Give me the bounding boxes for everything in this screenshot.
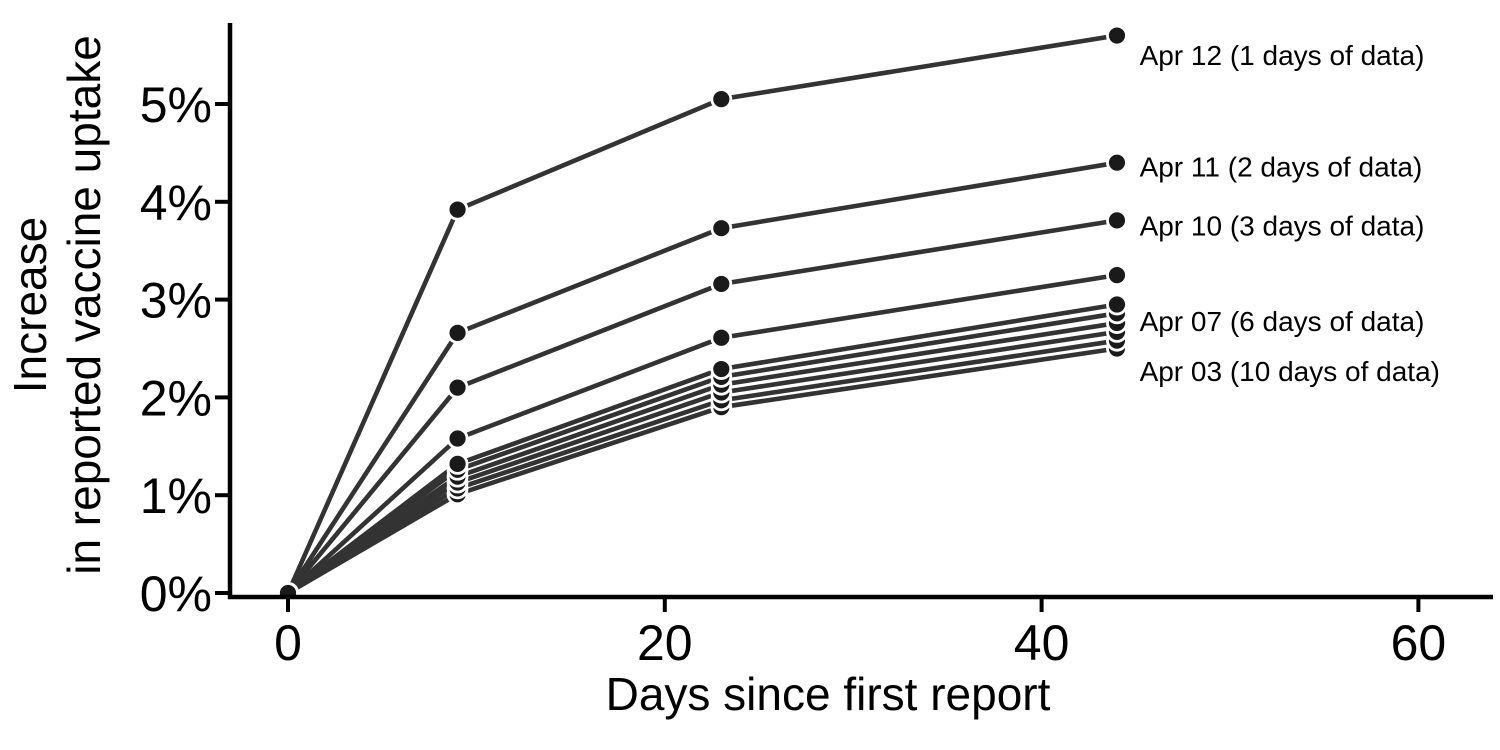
series-line-apr-11 xyxy=(286,160,1118,595)
y-tick-label: 3% xyxy=(140,273,212,329)
y-axis-title-line1: Increase xyxy=(4,217,56,393)
y-tick-label: 2% xyxy=(140,370,212,426)
data-point-apr-09 xyxy=(1106,264,1128,287)
series-line-apr-08 xyxy=(286,302,1118,595)
series-annotation: Apr 11 (2 days of data) xyxy=(1140,152,1423,183)
y-tick-label: 1% xyxy=(140,468,212,524)
data-point-apr-11 xyxy=(1106,151,1128,174)
data-point-apr-08 xyxy=(446,453,469,475)
y-tick-label: 0% xyxy=(140,566,212,622)
series-annotation: Apr 12 (1 days of data) xyxy=(1140,40,1425,71)
x-tick-label: 60 xyxy=(1391,615,1447,671)
axes-layer: 0 20 40 60 0% 1% 2% 3% 4% 5% xyxy=(140,23,1493,671)
series-layer xyxy=(277,24,1128,598)
data-point-apr-10 xyxy=(710,273,733,295)
y-tick-label: 4% xyxy=(140,175,212,231)
data-point-apr-12 xyxy=(1106,24,1128,47)
x-tick-label: 40 xyxy=(1014,615,1070,671)
data-point-apr-09 xyxy=(710,326,733,349)
series-line-apr-12 xyxy=(285,33,1118,594)
data-point-apr-09 xyxy=(446,427,469,450)
y-axis-title-line2: in reported vaccine uptake xyxy=(58,35,110,575)
series-line-apr-05 xyxy=(286,329,1118,595)
series-line-apr-06 xyxy=(286,320,1118,595)
x-axis-title: Days since first report xyxy=(606,668,1051,720)
series-annotation: Apr 10 (3 days of data) xyxy=(1140,210,1425,241)
series-annotation: Apr 03 (10 days of data) xyxy=(1140,356,1440,387)
x-tick-label: 0 xyxy=(274,615,302,671)
series-line-apr-09 xyxy=(286,272,1118,595)
series-line-apr-03 xyxy=(286,346,1118,595)
data-point-apr-08 xyxy=(1106,293,1128,316)
data-point-apr-12 xyxy=(277,582,299,598)
series-line-apr-07 xyxy=(286,311,1118,595)
data-point-apr-12 xyxy=(710,88,733,111)
data-point-apr-11 xyxy=(710,217,733,240)
data-point-apr-11 xyxy=(446,321,469,344)
y-tick-label: 5% xyxy=(140,77,212,133)
data-point-apr-10 xyxy=(1106,209,1128,232)
data-point-apr-08 xyxy=(710,358,733,380)
annotations-layer: Apr 12 (1 days of data) Apr 11 (2 days of… xyxy=(1140,40,1440,387)
series-line-apr-10 xyxy=(286,218,1118,595)
x-tick-label: 20 xyxy=(637,615,693,671)
data-point-apr-12 xyxy=(446,198,469,221)
series-line-apr-04 xyxy=(286,338,1118,595)
series-annotation: Apr 07 (6 days of data) xyxy=(1140,306,1425,337)
data-point-apr-10 xyxy=(446,376,469,399)
